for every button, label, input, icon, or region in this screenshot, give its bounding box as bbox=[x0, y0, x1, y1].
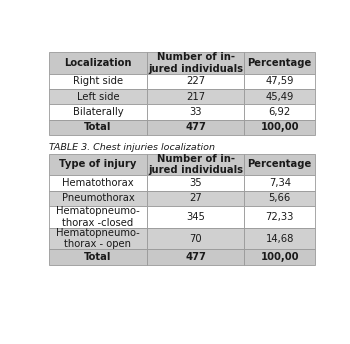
Text: 47,59: 47,59 bbox=[266, 76, 294, 86]
Text: Pneumothorax: Pneumothorax bbox=[62, 193, 134, 203]
Text: Localization: Localization bbox=[64, 58, 132, 68]
Text: Percentage: Percentage bbox=[247, 160, 312, 170]
Bar bbox=[49, 74, 147, 89]
Text: 45,49: 45,49 bbox=[266, 92, 294, 101]
Bar bbox=[147, 249, 244, 265]
Bar bbox=[49, 52, 147, 74]
Text: Number of in-
jured individuals: Number of in- jured individuals bbox=[148, 52, 243, 74]
Text: Percentage: Percentage bbox=[247, 58, 312, 68]
Text: 227: 227 bbox=[186, 76, 205, 86]
Bar bbox=[244, 89, 315, 104]
Text: 5,66: 5,66 bbox=[268, 193, 291, 203]
Bar bbox=[244, 206, 315, 228]
Text: Right side: Right side bbox=[73, 76, 123, 86]
Bar bbox=[49, 153, 147, 175]
Text: Total: Total bbox=[84, 122, 112, 132]
Bar bbox=[49, 191, 147, 206]
Bar bbox=[147, 120, 244, 135]
Bar bbox=[49, 120, 147, 135]
Text: Hematothorax: Hematothorax bbox=[62, 178, 134, 188]
Bar bbox=[244, 175, 315, 191]
Bar bbox=[147, 52, 244, 74]
Text: 72,33: 72,33 bbox=[266, 212, 294, 222]
Text: Hematopneumo-
thorax -closed: Hematopneumo- thorax -closed bbox=[56, 206, 140, 228]
Bar bbox=[49, 104, 147, 120]
Text: 33: 33 bbox=[189, 107, 202, 117]
Text: 100,00: 100,00 bbox=[260, 252, 299, 262]
Text: 477: 477 bbox=[185, 122, 206, 132]
Text: TABLE 3. Chest injuries localization: TABLE 3. Chest injuries localization bbox=[49, 143, 215, 152]
Bar bbox=[244, 74, 315, 89]
Bar bbox=[147, 228, 244, 249]
Text: Number of in-
jured individuals: Number of in- jured individuals bbox=[148, 154, 243, 175]
Bar bbox=[147, 104, 244, 120]
Bar bbox=[49, 249, 147, 265]
Bar bbox=[244, 104, 315, 120]
Bar bbox=[244, 52, 315, 74]
Text: 35: 35 bbox=[189, 178, 202, 188]
Bar bbox=[244, 249, 315, 265]
Bar bbox=[49, 206, 147, 228]
Text: 14,68: 14,68 bbox=[266, 234, 294, 244]
Bar bbox=[147, 89, 244, 104]
Bar bbox=[244, 153, 315, 175]
Bar bbox=[49, 175, 147, 191]
Text: Left side: Left side bbox=[77, 92, 119, 101]
Text: Bilaterally: Bilaterally bbox=[73, 107, 123, 117]
Text: 70: 70 bbox=[189, 234, 202, 244]
Bar bbox=[244, 120, 315, 135]
Text: Total: Total bbox=[84, 252, 112, 262]
Text: 27: 27 bbox=[189, 193, 202, 203]
Bar bbox=[244, 191, 315, 206]
Text: 477: 477 bbox=[185, 252, 206, 262]
Bar bbox=[244, 228, 315, 249]
Bar bbox=[147, 191, 244, 206]
Bar bbox=[147, 153, 244, 175]
Text: 100,00: 100,00 bbox=[260, 122, 299, 132]
Text: Type of injury: Type of injury bbox=[59, 160, 137, 170]
Bar bbox=[147, 206, 244, 228]
Bar bbox=[49, 228, 147, 249]
Text: 217: 217 bbox=[186, 92, 205, 101]
Bar bbox=[147, 74, 244, 89]
Text: Hematopneumo-
thorax - open: Hematopneumo- thorax - open bbox=[56, 228, 140, 249]
Text: 6,92: 6,92 bbox=[268, 107, 291, 117]
Text: 345: 345 bbox=[186, 212, 205, 222]
Bar bbox=[147, 175, 244, 191]
Text: 7,34: 7,34 bbox=[269, 178, 291, 188]
Bar bbox=[49, 89, 147, 104]
